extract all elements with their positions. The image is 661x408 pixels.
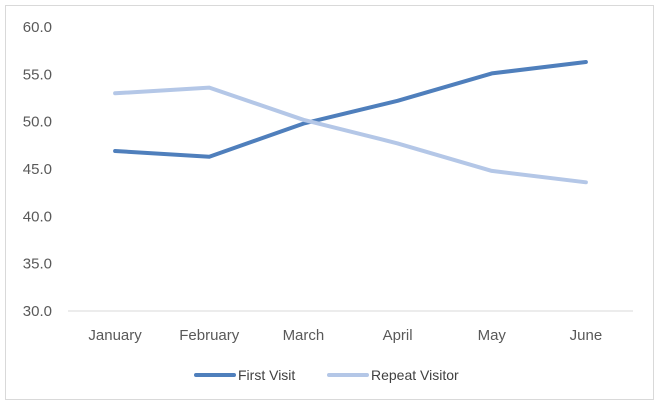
x-tick-label: March bbox=[283, 327, 325, 344]
y-tick-label: 60.0 bbox=[23, 19, 52, 36]
y-tick-label: 40.0 bbox=[23, 208, 52, 225]
y-tick-label: 45.0 bbox=[23, 161, 52, 178]
axis-layer: 30.0 35.0 40.0 45.0 50.0 55.0 60.0 January Febru… bbox=[23, 19, 633, 344]
legend-label-first-visit: First Visit bbox=[238, 367, 295, 383]
chart-frame bbox=[5, 5, 654, 400]
x-tick-label: February bbox=[179, 327, 240, 344]
y-tick-label: 30.0 bbox=[23, 303, 52, 320]
legend: First Visit Repeat Visitor bbox=[194, 367, 459, 383]
series-line-repeat-visitor bbox=[113, 85, 588, 185]
x-tick-label: April bbox=[383, 327, 413, 344]
x-tick-label: June bbox=[570, 327, 603, 344]
x-tick-label: January bbox=[88, 327, 142, 344]
y-tick-label: 35.0 bbox=[23, 256, 52, 273]
series-line-first-visit bbox=[113, 60, 588, 159]
series-layer bbox=[113, 60, 588, 185]
x-tick-label: May bbox=[478, 327, 507, 344]
y-tick-label: 50.0 bbox=[23, 114, 52, 131]
legend-label-repeat-visitor: Repeat Visitor bbox=[371, 367, 459, 383]
y-tick-label: 55.0 bbox=[23, 66, 52, 83]
